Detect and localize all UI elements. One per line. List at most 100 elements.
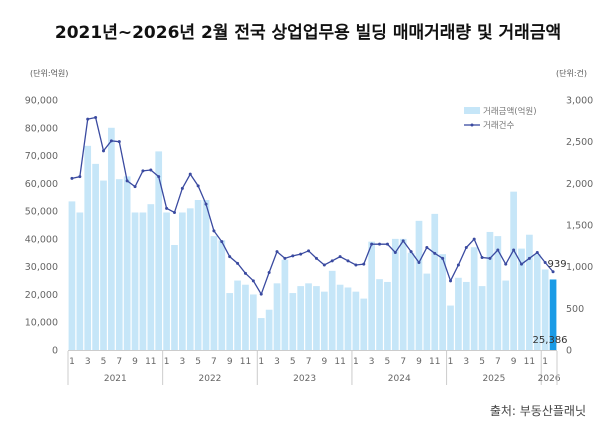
right-tick-label: 2,000 (566, 179, 593, 190)
month-tick-label: 3 (369, 357, 375, 367)
year-label: 2022 (199, 374, 222, 384)
line-point (236, 261, 240, 265)
month-tick-label: 1 (69, 357, 75, 367)
month-tick-label: 5 (385, 357, 391, 367)
month-tick-label: 1 (164, 357, 170, 367)
right-tick-label: 1,000 (566, 262, 593, 273)
line-point (299, 252, 303, 256)
year-label: 2024 (388, 374, 411, 384)
bar (297, 286, 305, 350)
line-point (125, 179, 129, 183)
line-point (472, 237, 476, 241)
bar (328, 270, 336, 350)
bar (155, 151, 163, 350)
bar (549, 279, 557, 350)
month-tick-label: 3 (179, 357, 185, 367)
bar (360, 298, 368, 350)
bar (242, 284, 249, 350)
left-tick-label: 50,000 (25, 207, 58, 218)
line-point (449, 279, 453, 283)
bar (470, 247, 478, 350)
bar (439, 254, 446, 350)
last-bar-label: 25,386 (533, 335, 568, 346)
line-point (401, 239, 405, 243)
month-tick-label: 5 (101, 357, 107, 367)
right-axis-unit: (단위:건) (556, 68, 587, 78)
left-tick-label: 80,000 (25, 123, 58, 134)
bar (384, 281, 391, 350)
line-point (385, 242, 389, 246)
line-point (464, 246, 468, 249)
month-tick-label: 11 (240, 357, 251, 367)
left-tick-label: 90,000 (25, 96, 58, 107)
bar (202, 200, 210, 350)
bar (376, 279, 383, 350)
month-tick-label: 1 (542, 357, 548, 367)
month-tick-label: 9 (227, 357, 233, 367)
line-point (330, 259, 334, 263)
line-point (243, 271, 247, 275)
bar (533, 254, 541, 350)
right-tick-label: 2,500 (566, 137, 593, 148)
month-tick-label: 11 (334, 357, 345, 367)
bar (273, 283, 281, 350)
right-tick-label: 0 (566, 346, 572, 357)
year-label: 2021 (104, 374, 127, 384)
line-point (338, 255, 342, 259)
bar (494, 236, 502, 350)
line-point (291, 254, 295, 258)
bar (147, 204, 155, 350)
month-tick-label: 9 (321, 357, 327, 367)
bar (115, 179, 123, 350)
line-point (441, 256, 445, 260)
bar (257, 318, 265, 350)
left-tick-label: 70,000 (25, 151, 58, 162)
line-point (251, 279, 255, 283)
line-point (267, 271, 271, 274)
line-point (362, 262, 366, 266)
month-tick-label: 7 (495, 357, 501, 367)
month-tick-label: 1 (353, 357, 359, 367)
line-point (220, 240, 224, 244)
legend-line-label: 거래건수 (483, 120, 514, 131)
bar (265, 309, 273, 350)
line-point (283, 256, 287, 260)
month-tick-label: 7 (400, 357, 406, 367)
month-tick-label: 9 (416, 357, 422, 367)
bar (344, 287, 352, 350)
month-tick-label: 3 (85, 357, 91, 367)
line-point (496, 248, 500, 252)
line-point (78, 175, 82, 179)
bar (289, 293, 297, 350)
month-tick-label: 7 (211, 357, 217, 367)
line-point (425, 246, 429, 249)
line-point (101, 149, 105, 153)
bar (415, 220, 423, 350)
year-label: 2025 (482, 374, 505, 384)
line-point (409, 250, 413, 254)
bar (123, 176, 131, 350)
bar (399, 238, 407, 350)
line-point (275, 250, 279, 254)
bar (510, 191, 517, 350)
legend-bar-swatch (464, 107, 480, 114)
month-tick-label: 5 (479, 357, 485, 367)
left-axis-unit: (단위:억원) (30, 68, 68, 78)
month-tick-label: 9 (132, 357, 138, 367)
month-tick-label: 1 (258, 357, 264, 367)
bar (68, 201, 76, 350)
line-point (204, 202, 208, 206)
bar (336, 284, 344, 350)
line-point (70, 176, 74, 180)
month-tick-label: 11 (429, 357, 440, 367)
month-tick-label: 7 (306, 357, 312, 367)
bar (108, 127, 115, 351)
line-point (512, 248, 516, 252)
line-point (149, 168, 153, 172)
bar (281, 259, 289, 350)
line-point (188, 172, 192, 176)
month-tick-label: 11 (524, 357, 535, 367)
legend-line-marker (470, 123, 474, 127)
line-point (117, 140, 121, 144)
bar (218, 240, 226, 350)
